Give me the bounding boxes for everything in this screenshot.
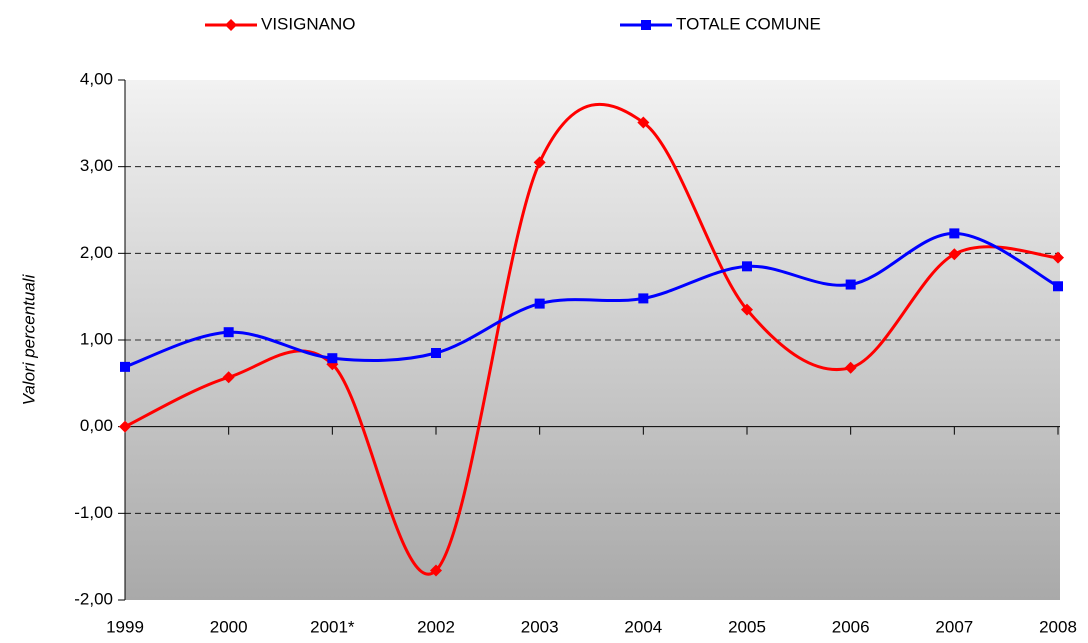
- data-point: [845, 279, 856, 290]
- data-point: [949, 228, 960, 239]
- legend-marker: [225, 19, 237, 31]
- y-tick-label: 2,00: [80, 243, 113, 262]
- legend-label: VISIGNANO: [261, 14, 355, 33]
- data-point: [431, 348, 441, 358]
- data-point: [637, 116, 650, 129]
- y-tick-label: -1,00: [74, 503, 113, 522]
- y-tick-label: -2,00: [74, 589, 113, 608]
- y-tick-label: 0,00: [80, 416, 113, 435]
- y-tick-label: 1,00: [80, 329, 113, 348]
- y-axis-label: Valori percentuali: [19, 273, 38, 405]
- x-tick-label: 1999: [106, 617, 144, 636]
- data-point: [742, 261, 752, 272]
- data-point: [948, 248, 961, 261]
- data-point: [844, 361, 857, 374]
- x-tick-label: 2007: [935, 617, 973, 636]
- x-tick-label: 2005: [728, 617, 766, 636]
- data-point: [327, 353, 338, 364]
- x-tick-label: 2004: [624, 617, 662, 636]
- x-tick-label: 2000: [210, 617, 248, 636]
- x-tick-label: 2002: [417, 617, 455, 636]
- data-point: [741, 303, 753, 316]
- y-tick-label: 4,00: [80, 69, 113, 88]
- data-point: [223, 327, 234, 338]
- data-point: [638, 293, 649, 304]
- x-tick-label: 2001*: [310, 617, 355, 636]
- y-tick-label: 3,00: [80, 156, 113, 175]
- data-point: [430, 564, 442, 577]
- series-line: [124, 231, 1059, 369]
- data-point: [119, 420, 131, 433]
- legend-label: TOTALE COMUNE: [676, 14, 821, 33]
- data-point: [1052, 251, 1064, 264]
- data-point: [120, 361, 130, 372]
- data-point: [222, 371, 235, 384]
- data-point: [534, 298, 545, 309]
- x-tick-label: 2003: [521, 617, 559, 636]
- x-tick-label: 2006: [832, 617, 870, 636]
- x-tick-label: 2008: [1039, 617, 1077, 636]
- legend-marker: [641, 20, 651, 30]
- data-point: [1053, 281, 1063, 292]
- data-point: [533, 156, 546, 169]
